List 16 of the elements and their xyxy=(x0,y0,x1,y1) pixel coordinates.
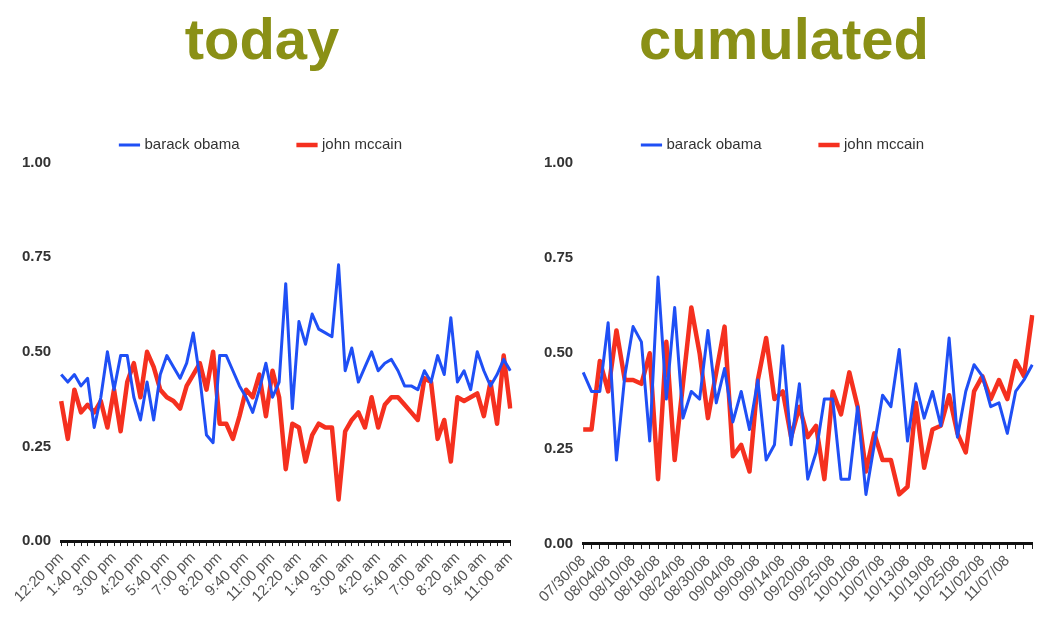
legend-label: john mccain xyxy=(843,135,925,153)
y-tick-label: 1.00 xyxy=(543,152,574,170)
y-tick-label: 0.00 xyxy=(21,531,52,549)
y-tick-label: 0.50 xyxy=(21,341,52,359)
y-tick-label: 0.25 xyxy=(543,438,574,456)
y-tick-label: 0.50 xyxy=(543,343,574,361)
chart-title: today xyxy=(184,5,340,71)
legend-label: barack obama xyxy=(144,135,241,153)
y-tick-label: 0.25 xyxy=(21,436,52,454)
y-tick-label: 0.00 xyxy=(543,534,574,552)
legend-label: barack obama xyxy=(666,135,763,153)
y-tick-label: 0.75 xyxy=(543,248,574,266)
y-tick-label: 0.75 xyxy=(21,247,52,265)
chart-title: cumulated xyxy=(638,5,930,71)
legend-label: john mccain xyxy=(321,135,403,153)
y-tick-label: 1.00 xyxy=(21,152,52,170)
